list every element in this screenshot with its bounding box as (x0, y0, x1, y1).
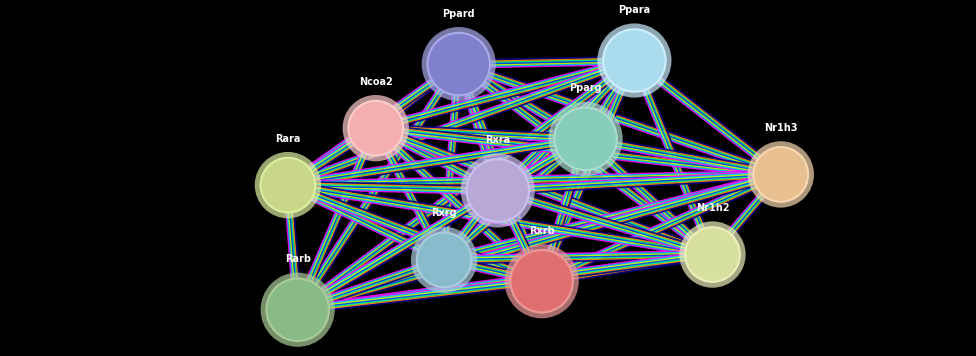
Text: Ppara: Ppara (619, 5, 650, 15)
Text: Ppard: Ppard (442, 9, 475, 19)
Ellipse shape (417, 232, 471, 287)
Ellipse shape (510, 250, 573, 313)
Ellipse shape (597, 23, 671, 98)
Ellipse shape (461, 153, 535, 227)
Ellipse shape (748, 141, 814, 208)
Ellipse shape (467, 159, 529, 222)
Ellipse shape (679, 221, 746, 288)
Ellipse shape (685, 227, 740, 282)
Ellipse shape (549, 102, 623, 176)
Ellipse shape (505, 244, 579, 318)
Ellipse shape (554, 108, 617, 170)
Text: Rarb: Rarb (285, 254, 310, 264)
Text: Rxrg: Rxrg (431, 208, 457, 218)
Text: Ncoa2: Ncoa2 (359, 77, 392, 87)
Ellipse shape (266, 278, 329, 341)
Ellipse shape (343, 95, 409, 161)
Ellipse shape (603, 29, 666, 92)
Ellipse shape (261, 158, 315, 213)
Text: Pparg: Pparg (569, 83, 602, 93)
Ellipse shape (411, 227, 477, 293)
Ellipse shape (261, 273, 335, 347)
Ellipse shape (255, 152, 321, 218)
Text: Rxra: Rxra (485, 135, 510, 145)
Text: Rxrb: Rxrb (529, 226, 554, 236)
Text: Nr1h3: Nr1h3 (764, 123, 797, 133)
Ellipse shape (348, 101, 403, 156)
Text: Rara: Rara (275, 134, 301, 143)
Ellipse shape (422, 27, 496, 101)
Text: Nr1h2: Nr1h2 (696, 203, 729, 213)
Ellipse shape (427, 33, 490, 95)
Ellipse shape (753, 147, 808, 202)
